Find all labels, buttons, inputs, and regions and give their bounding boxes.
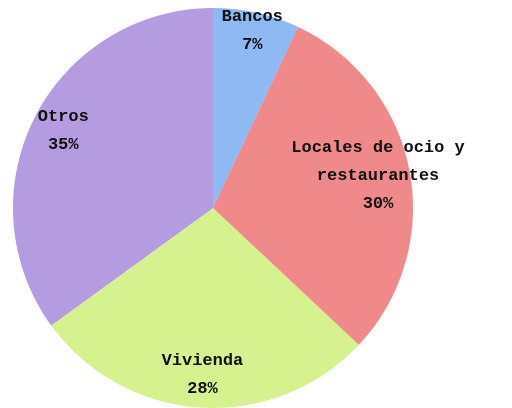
category-label: Vivienda [161,351,244,371]
category-label: Bancos [221,8,283,28]
pie-slice [13,8,214,326]
value-label: 30% [362,194,394,214]
category-label: Locales de ocio y restaurantes [291,138,465,186]
slice-label: Otros 35% [0,104,163,160]
pie-slice [51,208,359,408]
slice-label: Vivienda 28% [102,348,302,404]
value-label: 35% [47,135,79,155]
value-label: 28% [187,379,218,399]
pie-slice [213,27,414,345]
slice-label: Locales de ocio y restaurantes 30% [278,135,478,219]
value-label: 7% [242,36,263,56]
category-label: Otros [37,107,89,127]
pie-slice [213,8,299,208]
slice-label: Bancos 7% [152,4,352,60]
